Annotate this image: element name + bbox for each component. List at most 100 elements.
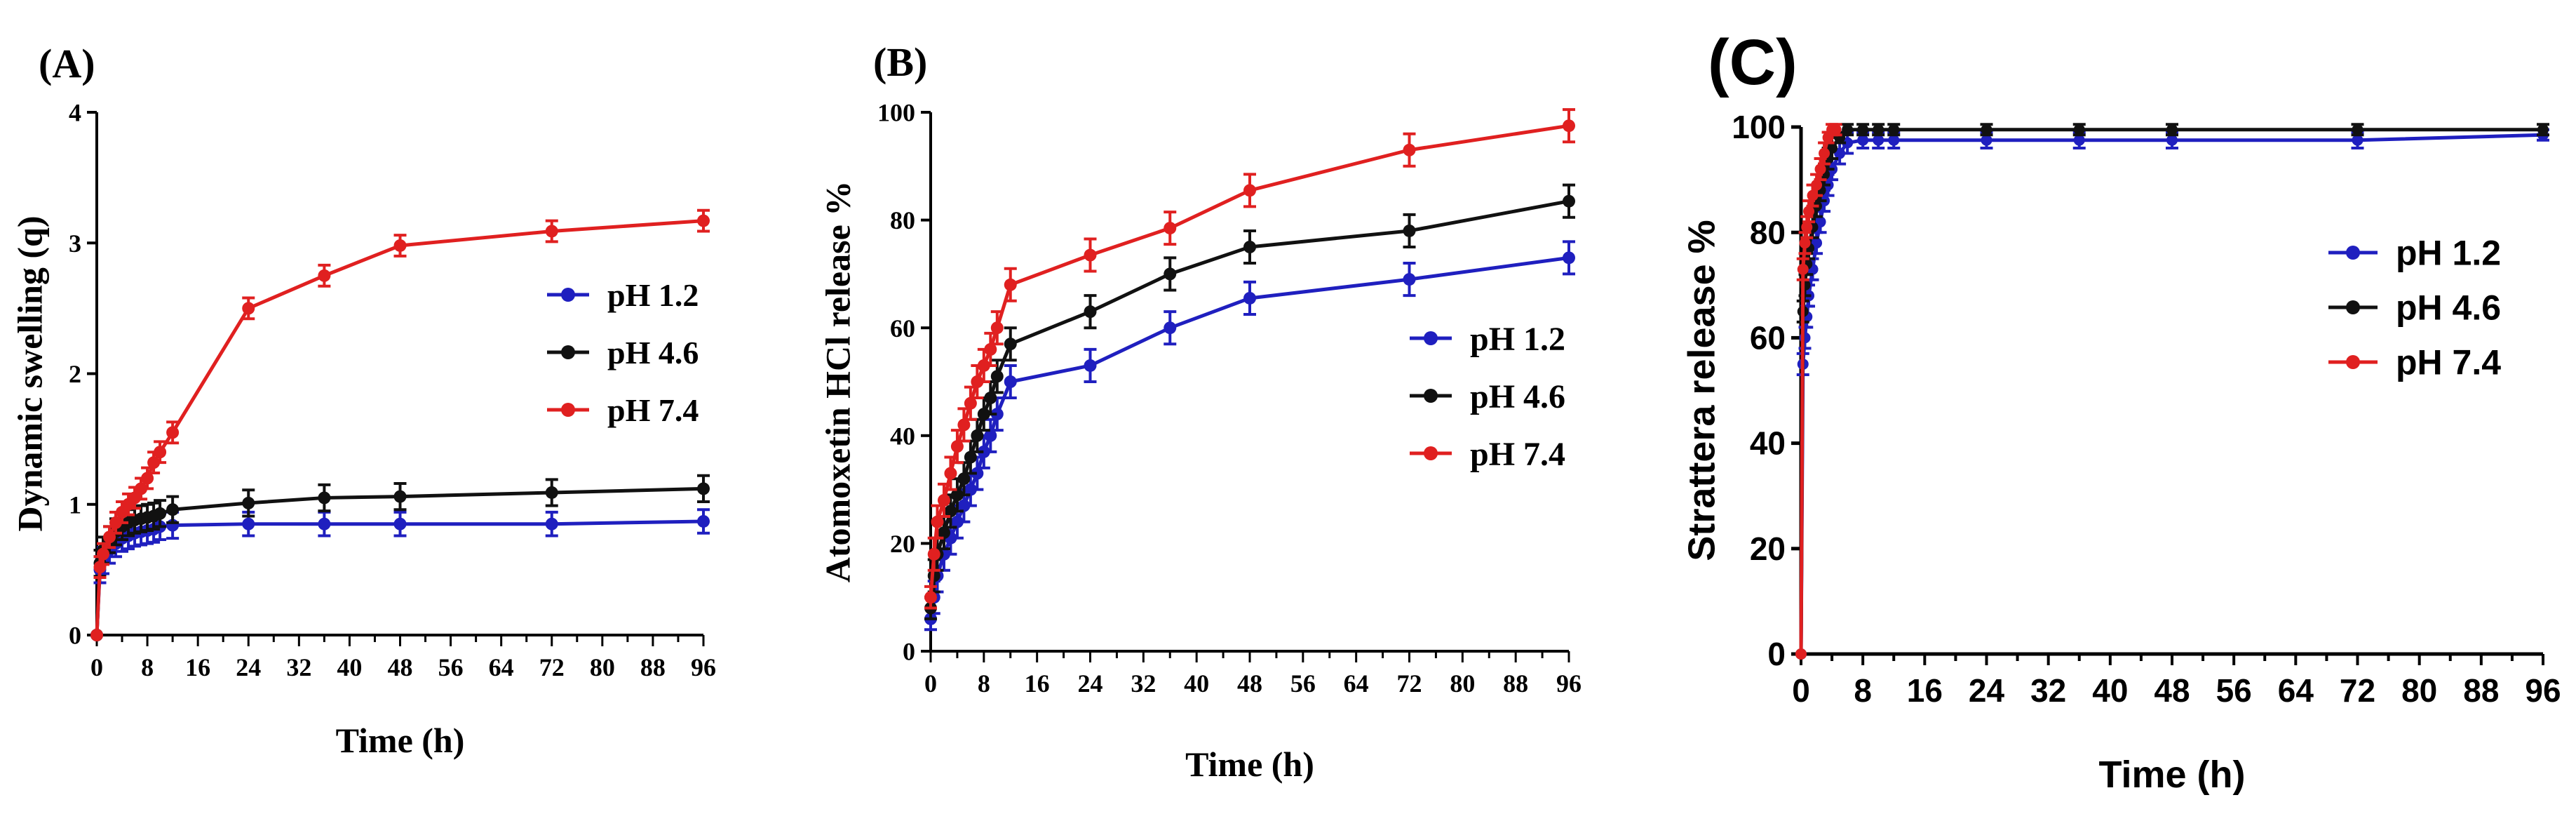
data-point (697, 482, 710, 495)
y-tick-label: 1 (69, 491, 81, 519)
data-point (1164, 222, 1177, 235)
data-point (971, 467, 984, 480)
x-tick-label: 16 (1025, 669, 1050, 698)
data-point (242, 302, 255, 315)
y-tick-label: 40 (890, 422, 915, 450)
legend-label: pH 7.4 (607, 392, 699, 428)
series-ph-4-6 (90, 474, 710, 641)
y-tick-label: 0 (1767, 636, 1786, 672)
data-point (1403, 224, 1416, 237)
data-point (135, 482, 148, 495)
y-tick-label: 0 (903, 638, 915, 666)
x-tick-label: 8 (141, 653, 154, 681)
x-tick-label: 16 (1907, 672, 1943, 709)
data-point (154, 446, 167, 459)
data-point (957, 499, 971, 512)
data-point (990, 370, 1004, 383)
y-tick-label: 2 (69, 360, 81, 388)
data-point (984, 342, 997, 356)
legend-marker (1424, 446, 1438, 460)
x-tick-label: 0 (1792, 672, 1810, 709)
data-point (1803, 206, 1815, 218)
data-point (984, 429, 997, 442)
x-tick-label: 32 (286, 653, 311, 681)
y-axis-label: Strattera release % (1680, 220, 1722, 561)
data-point (545, 225, 558, 238)
data-point (318, 491, 331, 505)
y-tick-label: 20 (1750, 531, 1786, 567)
data-point (971, 375, 984, 388)
data-point (937, 526, 950, 540)
legend-label: pH 7.4 (2396, 343, 2501, 382)
data-point (545, 486, 558, 499)
x-tick-label: 96 (691, 653, 716, 681)
x-tick-label: 96 (1556, 669, 1582, 698)
data-point (1981, 134, 1992, 146)
x-tick-label: 80 (1450, 669, 1475, 698)
series-ph-1-2 (1795, 128, 2549, 660)
data-point (957, 472, 971, 486)
data-point (2073, 124, 2085, 135)
data-point (964, 396, 977, 410)
data-point (1004, 338, 1017, 351)
y-axis-label: Atomoxetin HCl release % (818, 181, 857, 583)
data-point (944, 467, 957, 480)
legend: pH 1.2 pH 4.6 pH 7.4 (2328, 234, 2501, 382)
data-point (393, 517, 407, 531)
data-point (1857, 134, 1869, 146)
data-point (1842, 124, 1854, 135)
data-point (1814, 164, 1826, 175)
x-tick-label: 56 (2216, 672, 2252, 709)
x-tick-label: 64 (489, 653, 514, 681)
y-tick-label: 100 (877, 99, 915, 127)
panel-label: (A) (39, 41, 95, 86)
legend-marker (561, 288, 575, 302)
y-axis-label: Dynamic swelling (q) (10, 216, 49, 532)
data-point (1795, 648, 1807, 660)
data-point (2166, 134, 2178, 146)
x-tick-label: 80 (590, 653, 615, 681)
series-ph-4-6 (1795, 123, 2549, 660)
x-tick-label: 8 (978, 669, 990, 698)
data-point (242, 517, 255, 531)
legend-marker (2346, 355, 2360, 369)
y-tick-label: 100 (1732, 109, 1786, 145)
data-point (242, 496, 255, 509)
data-point (1243, 291, 1256, 305)
x-tick-label: 88 (1503, 669, 1528, 698)
x-tick-label: 48 (2154, 672, 2190, 709)
legend-label: pH 7.4 (1470, 436, 1565, 473)
y-tick-label: 3 (69, 229, 81, 258)
data-point (1563, 194, 1575, 208)
legend-label: pH 4.6 (2396, 288, 2501, 328)
data-point (950, 440, 964, 453)
series-line (95, 519, 704, 636)
data-point (1981, 124, 1992, 135)
data-point (937, 493, 950, 507)
data-point (924, 591, 937, 604)
x-tick-label: 40 (2092, 672, 2128, 709)
y-tick-label: 40 (1750, 425, 1786, 462)
x-tick-label: 88 (2463, 672, 2499, 709)
y-tick-label: 60 (1750, 320, 1786, 356)
data-point (1873, 124, 1884, 135)
data-point (1888, 124, 1900, 135)
x-axis-label: Time (h) (1185, 745, 1314, 784)
data-point (1403, 273, 1416, 286)
x-tick-label: 0 (924, 669, 937, 698)
y-tick-label: 80 (1750, 214, 1786, 251)
data-point (93, 561, 107, 574)
data-point (166, 503, 180, 516)
data-point (154, 507, 167, 520)
panel-c: (C) 0 20 40 60 80 100 0 8 16 24 32 40 48 56 64 72 80 88 96 T… (1680, 27, 2561, 796)
x-axis-label: Time (h) (336, 721, 465, 760)
panel-label: (C) (1708, 27, 1798, 98)
x-tick-label: 56 (1290, 669, 1316, 698)
data-point (1857, 124, 1869, 135)
data-point (1888, 134, 1900, 146)
data-point (2352, 124, 2363, 135)
data-point (1563, 251, 1575, 265)
data-point (977, 359, 990, 372)
data-point (931, 515, 944, 528)
legend-marker (561, 345, 575, 359)
